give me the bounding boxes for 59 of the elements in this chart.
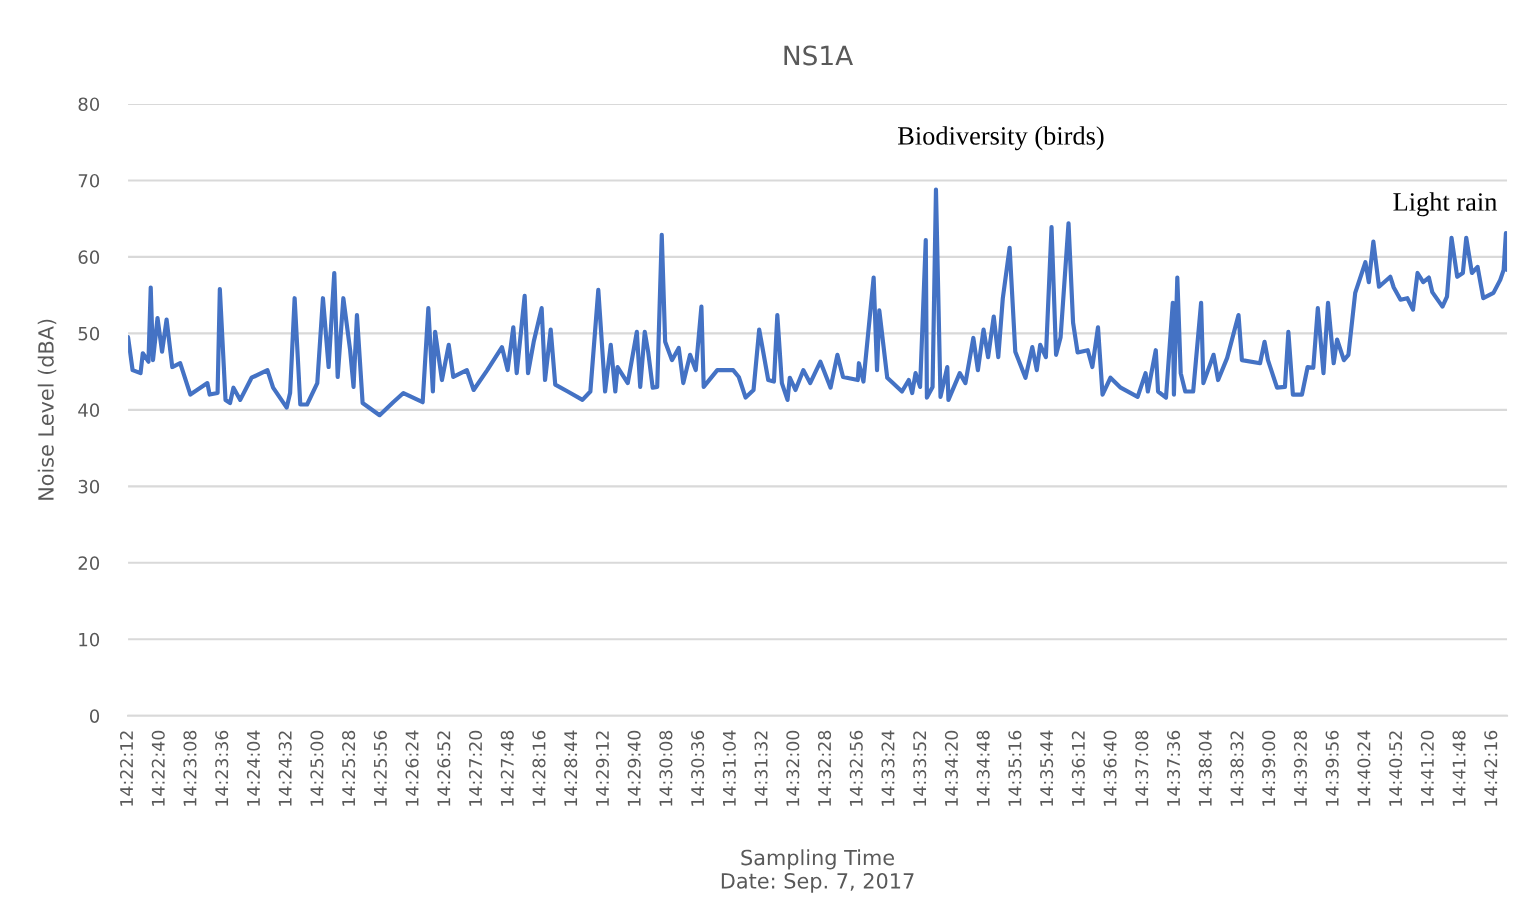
x-tick-label: 14:36:40 <box>1103 730 1117 806</box>
x-tick-label: 14:23:36 <box>215 730 229 806</box>
x-tick-label: 14:25:28 <box>342 730 356 806</box>
y-tick-label: 50 <box>78 326 100 341</box>
x-tick-label: 14:28:16 <box>532 730 546 806</box>
x-tick-label: 14:26:52 <box>437 731 451 806</box>
x-tick-label: 14:27:20 <box>468 730 483 806</box>
y-tick-label: 10 <box>79 632 100 647</box>
x-tick-label: 14:28:44 <box>564 730 578 806</box>
x-tick-label: 14:35:44 <box>1040 730 1054 806</box>
x-tick-label: 14:22:12 <box>119 731 133 806</box>
line-series <box>128 187 1508 418</box>
y-tick-label: 80 <box>78 97 100 112</box>
x-tick-label: 14:33:52 <box>913 731 927 806</box>
x-tick-label: 14:24:32 <box>278 731 292 806</box>
y-tick-label: 70 <box>78 173 100 188</box>
x-tick-label: 14:27:48 <box>500 730 514 806</box>
x-tick-label: 14:34:20 <box>944 730 958 806</box>
x-axis-title: Sampling Time Date: Sep. 7, 2017 <box>721 849 914 893</box>
x-tick-label: 14:40:52 <box>1389 731 1403 806</box>
x-tick-label: 14:34:48 <box>976 730 990 806</box>
x-tick-label: 14:39:28 <box>1293 730 1307 806</box>
x-tick-label: 14:33:24 <box>881 730 895 806</box>
y-tick-label: 0 <box>89 709 100 723</box>
x-tick-label: 14:35:16 <box>1008 730 1022 806</box>
x-tick-label: 14:32:28 <box>817 730 832 806</box>
x-tick-label: 14:32:00 <box>786 730 800 806</box>
y-tick-label: 60 <box>78 250 100 265</box>
x-tick-label: 14:25:00 <box>310 730 324 806</box>
x-tick-label: 14:24:04 <box>246 730 261 806</box>
x-tick-label: 14:39:56 <box>1325 730 1339 806</box>
x-tick-label: 14:32:56 <box>849 730 863 806</box>
x-tick-label: 14:41:20 <box>1420 730 1434 806</box>
x-tick-label: 14:37:36 <box>1166 730 1181 806</box>
x-tick-label: 14:30:08 <box>659 730 673 806</box>
x-tick-label: 14:42:16 <box>1484 730 1498 806</box>
x-tick-label: 14:38:32 <box>1230 731 1244 806</box>
x-tick-label: 14:37:08 <box>1135 730 1149 806</box>
y-tick-label: 30 <box>78 479 100 494</box>
y-tick-label: 20 <box>78 556 100 570</box>
x-tick-label: 14:22:40 <box>151 730 165 806</box>
x-tick-label: 14:23:08 <box>183 730 197 806</box>
y-tick-label: 40 <box>78 403 100 417</box>
x-tick-label: 14:39:00 <box>1262 730 1276 806</box>
x-tick-label: 14:26:24 <box>405 730 419 806</box>
x-tick-label: 14:38:04 <box>1198 730 1212 806</box>
x-tick-label: 14:31:04 <box>722 730 736 806</box>
x-tick-label: 14:25:56 <box>373 730 387 806</box>
annotation: Biodiversity (birds) <box>898 126 1104 151</box>
x-tick-label: 14:29:12 <box>595 731 609 806</box>
x-tick-label: 14:36:12 <box>1071 731 1085 806</box>
y-axis-title: Noise Level (dBA) <box>37 319 57 500</box>
x-tick-label: 14:41:48 <box>1452 730 1466 806</box>
x-tick-label: 14:30:36 <box>691 730 705 806</box>
x-tick-label: 14:31:32 <box>754 731 768 806</box>
x-tick-label: 14:29:40 <box>627 730 641 806</box>
annotation: Light rain <box>1393 192 1497 217</box>
chart-title: NS1A <box>784 45 853 66</box>
x-tick-label: 14:40:24 <box>1357 730 1371 806</box>
